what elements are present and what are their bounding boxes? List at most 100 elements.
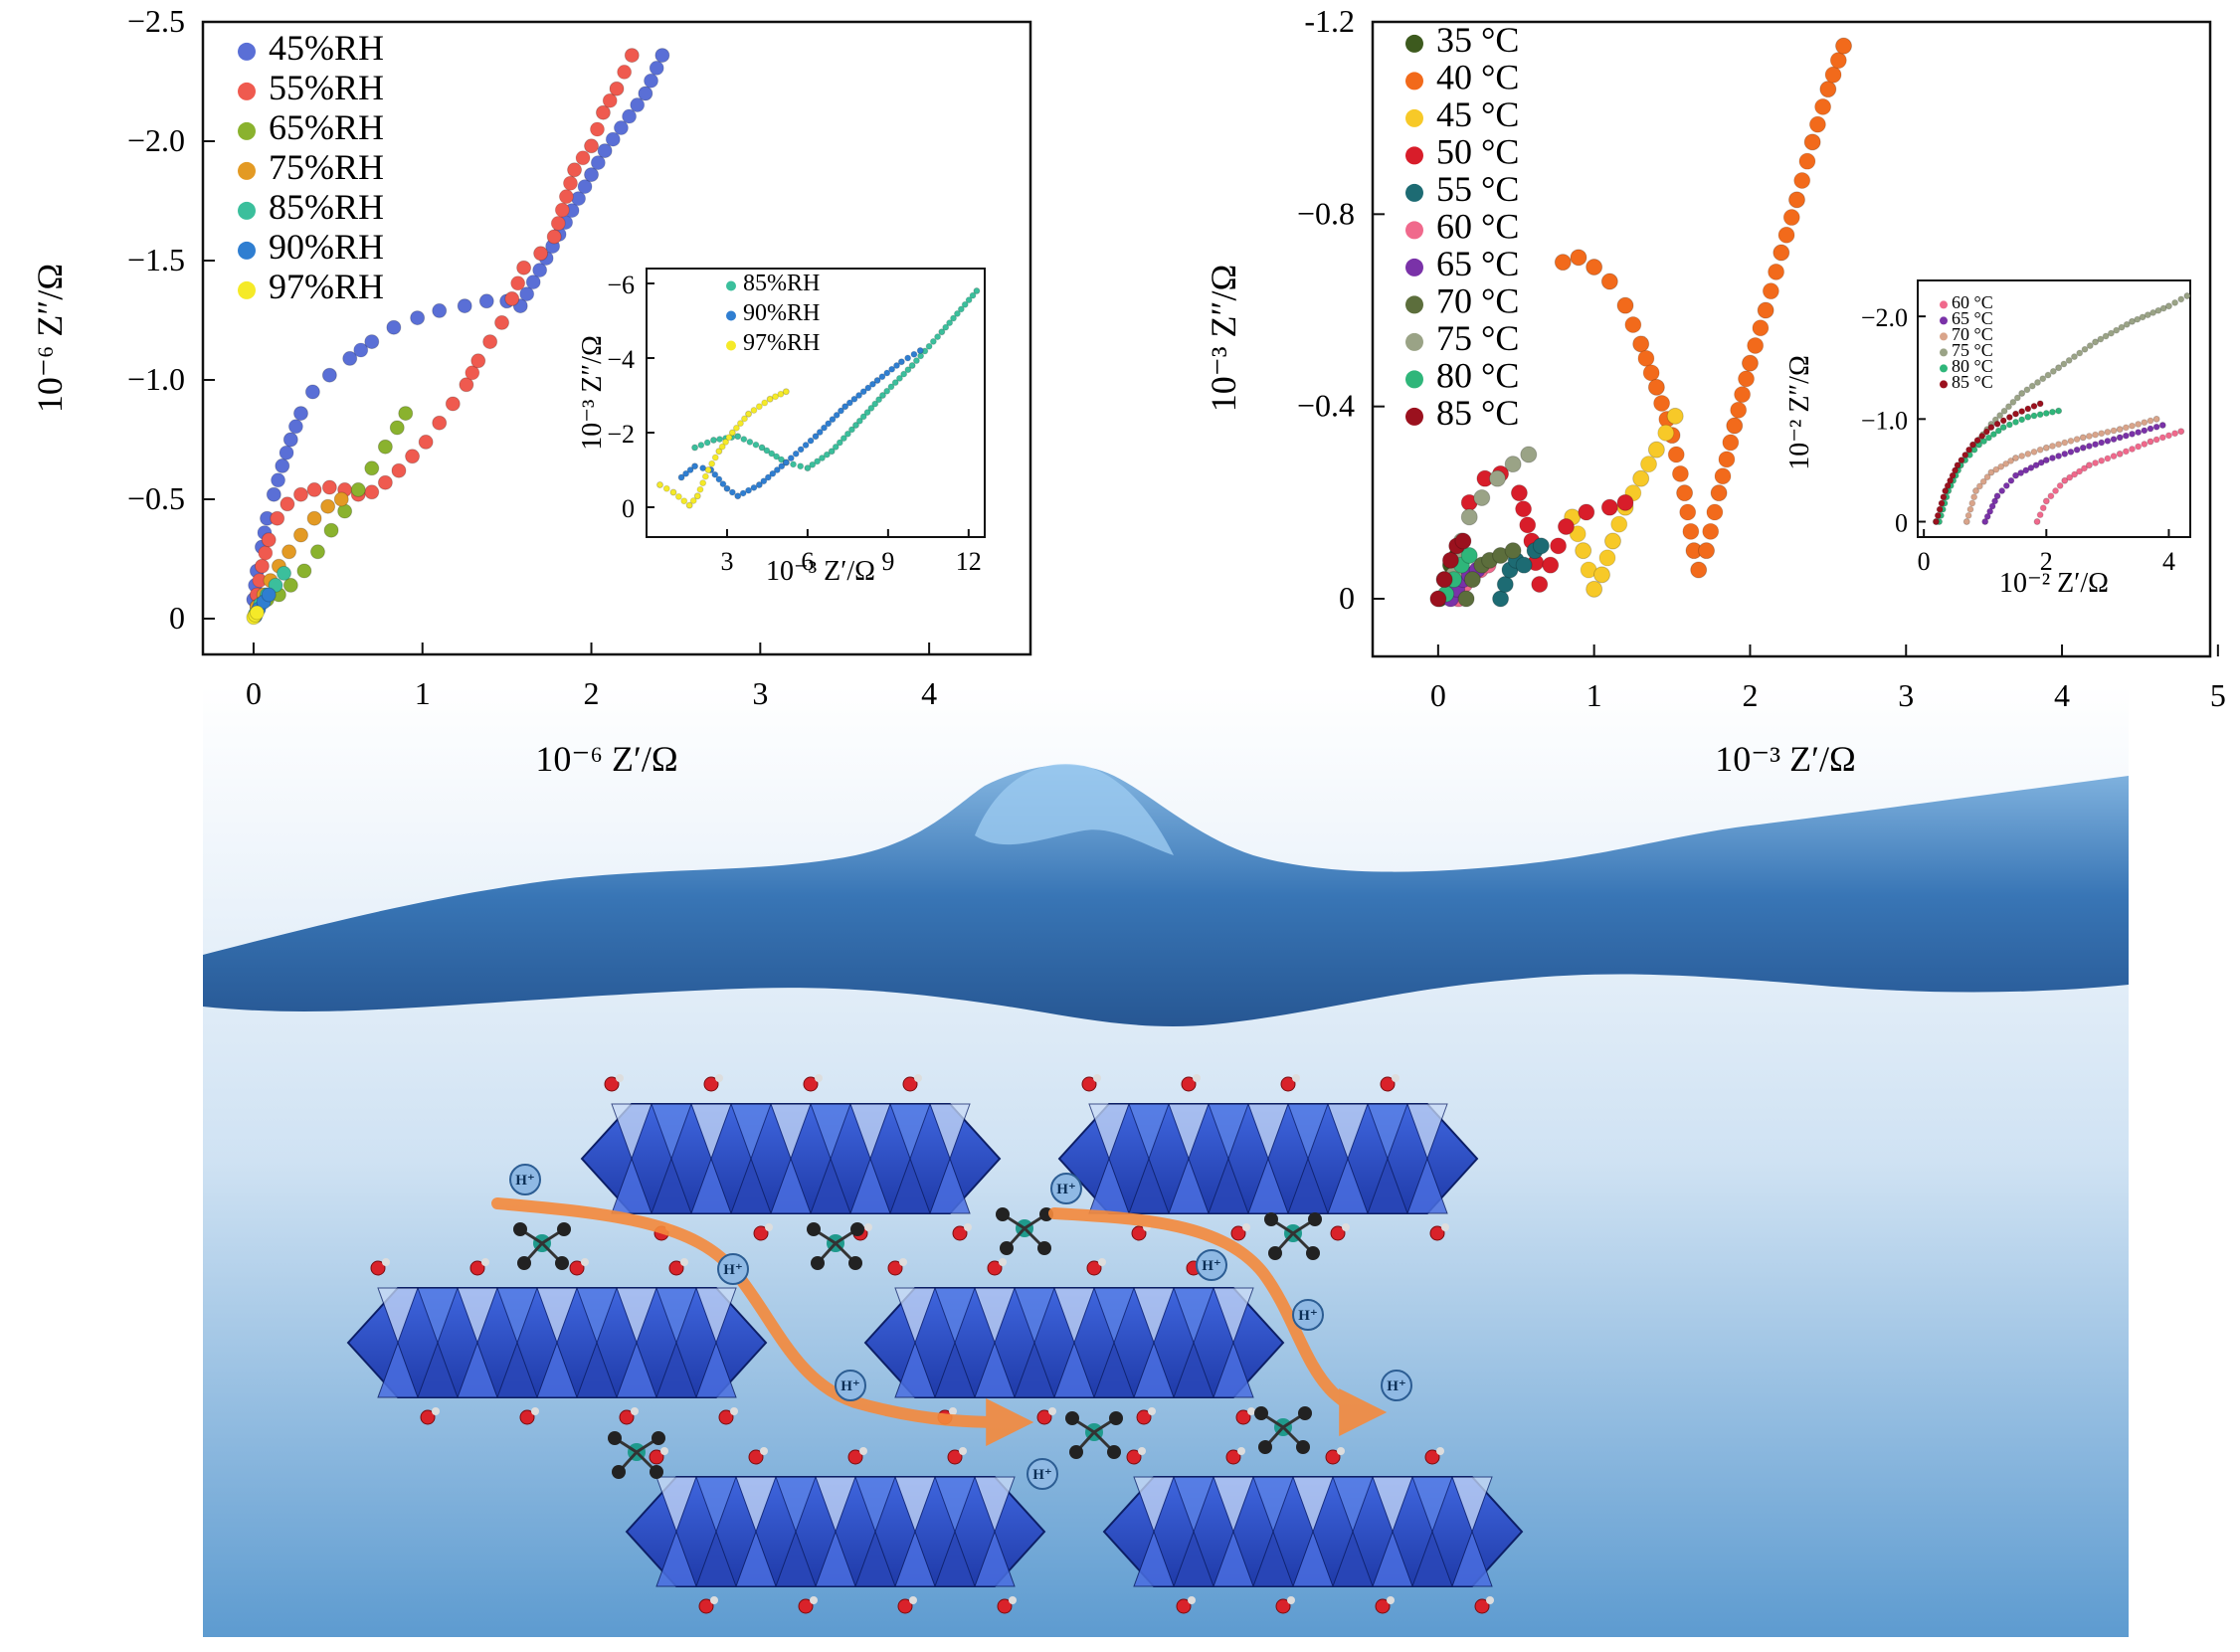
hydrogen-atom [1337,1447,1345,1455]
data-point [654,48,670,64]
octahedron-facet [894,1530,936,1587]
data-point [2085,433,2093,441]
legend-marker [1405,295,1423,314]
x-tick-label: 2 [1742,677,1758,713]
octahedron-facet [1208,1103,1249,1161]
hydrogen-atom [730,1407,738,1415]
data-point [2141,419,2148,427]
carbon-atom [557,1222,571,1236]
oxygen-atom [1330,1225,1346,1241]
data-point [249,605,265,621]
data-point [2098,430,2106,438]
carbon-atom [652,1431,665,1445]
oxygen-atom [649,1449,664,1465]
hydrogen-atom [1387,1596,1395,1604]
octahedron-facet [1327,1103,1369,1161]
oxygen-atom [1424,1449,1440,1465]
organic-cation [1065,1411,1123,1459]
data-point [1971,487,1979,495]
data-point [1592,566,1610,584]
data-point [2129,430,2137,438]
data-point [739,489,747,497]
data-point [1531,576,1549,593]
oxygen-atom [1086,1260,1102,1276]
data-point [685,501,693,509]
octahedron-facet [655,1530,697,1587]
octahedron-facet [611,1157,653,1214]
data-point [562,175,578,191]
legend-marker [1940,364,1948,373]
data-point [855,392,863,399]
octahedron-facet [1014,1341,1055,1398]
data-point [2110,453,2118,460]
data-point [2135,420,2143,428]
organic-cation [1254,1406,1312,1454]
data-point [1966,505,1974,513]
legend-label: 65 °C [1436,244,1519,283]
data-point [389,420,405,436]
hydrogen-atom [1436,1447,1444,1455]
data-point [957,305,965,313]
data-point [2061,450,2069,458]
x-tick-label: 2 [584,675,600,711]
data-point [1570,249,1587,267]
data-point [1653,394,1671,412]
legend-label: 80 °C [1436,356,1519,396]
data-point [304,384,320,400]
oxygen-atom [698,1598,714,1614]
octahedron-facet [1053,1287,1095,1345]
data-point [1938,499,1946,507]
data-point [1657,424,1675,442]
oxygen-atom [887,1260,903,1276]
chart-inset1: 3 6 9 12 −6 −4 −2 0 10⁻³ Z′/Ω 10⁻³ Z″/Ω 85%RH 90%RH… [577,268,986,587]
data-point [595,104,611,120]
y-axis-label: 10⁻³ Z″/Ω [1204,265,1243,413]
data-point [1808,115,1826,133]
data-point [2152,415,2160,423]
octahedron-facet [1332,1476,1374,1534]
octahedron-facet [854,1530,896,1587]
series-85C [1429,532,1472,608]
data-point [1515,500,1533,518]
oxygen-atom [902,1076,918,1092]
octahedron-facet [889,1157,931,1214]
octahedron-facet [1406,1103,1448,1161]
legend-label: 55%RH [269,68,384,107]
data-point [532,263,548,278]
data-point [2116,450,2124,458]
data-point [662,484,670,492]
data-point [2065,356,2073,364]
data-point [711,454,719,461]
data-point [386,319,402,335]
legend-label: 97%RH [743,330,820,356]
data-point [897,358,905,366]
hydrogen-atom [1098,1258,1106,1266]
data-point [1993,420,2001,428]
data-point [715,448,723,456]
proton-marker: H⁺ [1050,1173,1082,1204]
data-point [482,334,498,350]
data-point [2081,345,2089,353]
data-point [766,395,774,403]
data-point [2079,434,2087,442]
data-point [1734,386,1752,404]
legend-marker [1940,380,1948,389]
octahedron-facet [417,1287,459,1345]
oxygen-atom [1225,1449,1241,1465]
octahedron-facet [576,1287,618,1345]
data-point [2171,430,2179,438]
data-point [942,323,950,331]
y-tick-label: 0 [1895,509,1908,538]
series-40C [1554,37,1853,579]
data-point [282,577,298,593]
data-point [655,481,663,488]
data-point [792,450,800,458]
polyoxometalate-layers [346,1074,1524,1614]
octahedron-facet [810,1103,851,1161]
octahedron-facet [536,1287,578,1345]
data-point [2123,320,2131,328]
legend-marker [1405,34,1423,53]
organic-cation [608,1431,665,1479]
data-point [2048,455,2056,462]
